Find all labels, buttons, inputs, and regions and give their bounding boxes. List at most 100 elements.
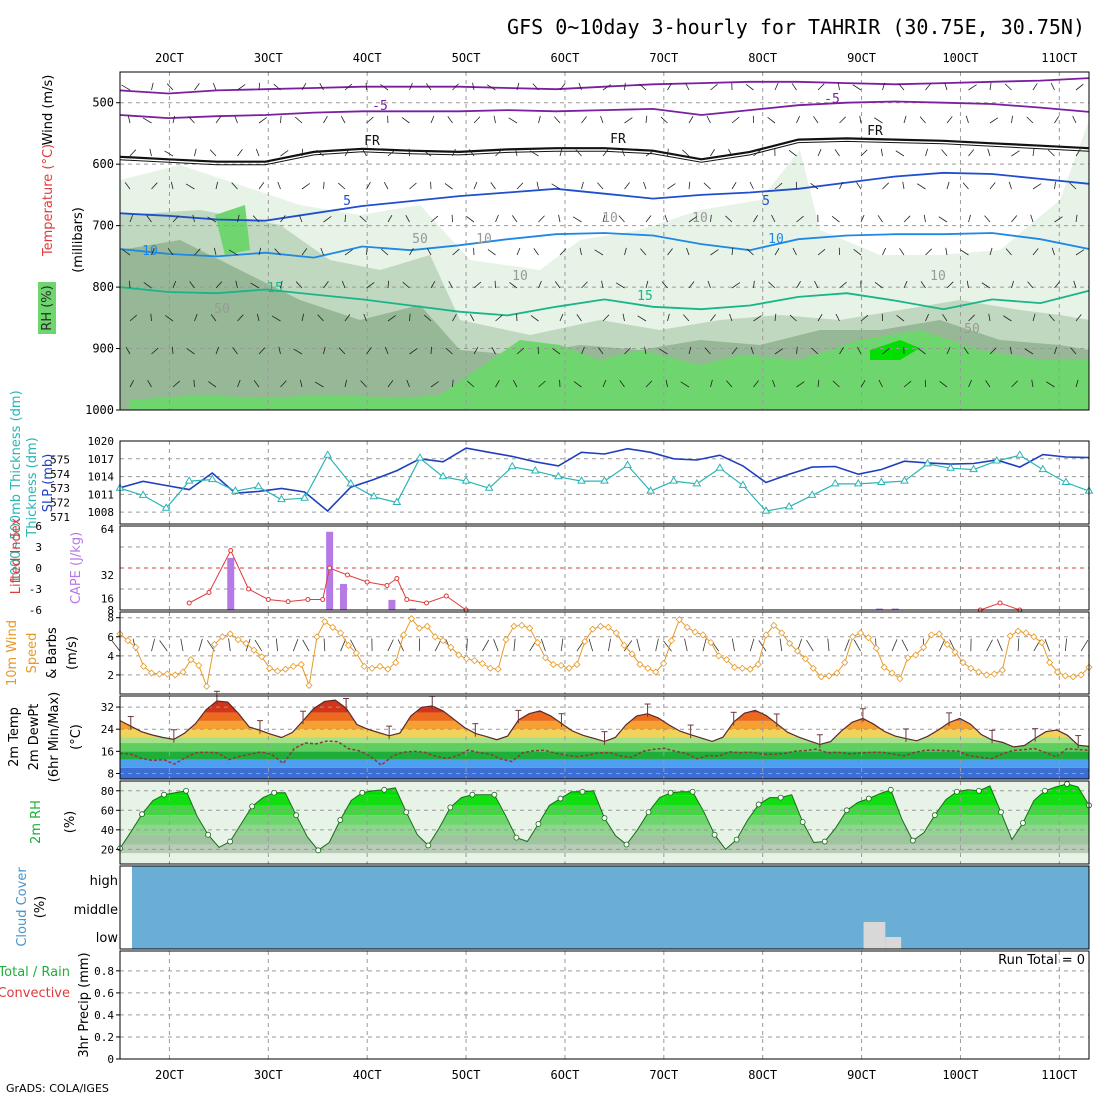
wind-barb xyxy=(796,346,798,355)
wind-barb xyxy=(602,379,607,388)
wind-speed-point xyxy=(565,664,573,672)
wind-barb xyxy=(667,248,673,256)
wind-barb xyxy=(618,215,625,223)
wind-speed-point xyxy=(628,650,636,658)
wind-speed-point xyxy=(140,662,148,670)
wind-barb xyxy=(796,115,800,124)
wind-barb xyxy=(575,149,582,157)
li-tick-label: 0 xyxy=(35,562,42,575)
wind10m-speed-label: Speed xyxy=(25,633,40,674)
wind10m-unit-label: (m/s) xyxy=(65,636,80,670)
thickness-point xyxy=(507,461,517,470)
wind-speed-point xyxy=(998,666,1006,674)
wind-barb xyxy=(146,215,152,223)
rh-point xyxy=(139,811,145,818)
wind-barb xyxy=(600,115,604,124)
wind-barb xyxy=(366,347,372,355)
wind-barb xyxy=(1008,181,1012,190)
wind-barb xyxy=(663,640,672,652)
cloud-unit-label: (%) xyxy=(33,896,48,919)
contour-label: -5 xyxy=(372,99,388,114)
wind-barb xyxy=(903,115,907,124)
slp-tick-label: 1014 xyxy=(88,471,115,484)
wind-barb xyxy=(298,214,303,223)
wind-speed-point xyxy=(1014,627,1022,635)
wind-barb xyxy=(150,313,152,322)
wind-barb xyxy=(559,83,566,91)
wind-barb xyxy=(452,248,460,256)
wind-speed-point xyxy=(203,682,211,690)
wind-barb xyxy=(381,248,389,256)
wind-speed-point xyxy=(360,662,368,670)
wind-barb xyxy=(551,183,561,190)
wind-barb xyxy=(989,117,999,124)
wind-barb xyxy=(280,280,283,289)
cloud-cover-panel: high middle low Cloud Cover (%) xyxy=(15,865,1090,950)
rh2m-panel: 20 40 60 80 2m RH (%) xyxy=(29,780,1092,865)
wind-barb xyxy=(710,249,719,256)
wind-speed-point xyxy=(738,664,746,672)
y-tick-label: 4 xyxy=(107,650,114,663)
thickness-point xyxy=(646,486,656,494)
wind-barb xyxy=(655,638,659,652)
wind-speed-point xyxy=(770,621,778,629)
rh-point xyxy=(293,812,300,819)
panel-frame xyxy=(119,780,1090,865)
wind-barb xyxy=(949,639,956,652)
thickness-point xyxy=(577,476,586,484)
wind-barb xyxy=(753,280,755,289)
wind-speed-point xyxy=(1061,672,1069,680)
wind-speed-point xyxy=(1069,673,1077,681)
contour-label: 10 xyxy=(512,269,528,284)
wind-barb xyxy=(1011,150,1020,157)
wind-barb xyxy=(774,313,777,322)
rh-legend-swatch xyxy=(38,282,56,334)
wind-barb xyxy=(966,280,969,289)
wind-speed-point xyxy=(124,637,132,645)
y-tick-label: 6 xyxy=(107,631,114,644)
wind-barb xyxy=(891,639,898,652)
wind-barb xyxy=(495,149,502,157)
thickness-point xyxy=(553,471,563,480)
wind-barb xyxy=(572,216,582,223)
wind-barb xyxy=(344,148,350,157)
rh-point xyxy=(337,817,344,823)
wind-barb xyxy=(151,247,155,256)
lifted-index-point xyxy=(327,565,333,571)
wind-speed-point xyxy=(541,654,549,662)
wind-barb xyxy=(215,281,223,289)
x-tick-label-bottom: 7OCT xyxy=(649,1068,678,1082)
wind-barb xyxy=(495,314,503,322)
wind-barb xyxy=(1054,181,1056,190)
wind-barb xyxy=(667,148,669,157)
wind-barb xyxy=(987,148,991,157)
wind-barb xyxy=(536,181,539,190)
wind-speed-point xyxy=(549,660,557,669)
wind-barb xyxy=(814,280,819,289)
wind-barb xyxy=(725,215,733,223)
isotherm-FR-double xyxy=(119,140,1090,166)
rh-point xyxy=(799,819,806,825)
wind-barb xyxy=(280,380,287,388)
wind-barb xyxy=(151,182,158,190)
wind-barb xyxy=(624,182,630,190)
contour-label: 5 xyxy=(343,194,351,209)
contour-label: FR xyxy=(867,124,883,139)
wind-speed-point xyxy=(510,622,518,630)
y-tick-label: 16 xyxy=(101,745,114,758)
wind-speed-point xyxy=(644,664,652,672)
rh-point xyxy=(403,809,410,816)
wind-barb xyxy=(387,149,396,157)
wind-speed-point xyxy=(912,651,920,659)
wind-label: Wind (m/s) xyxy=(41,75,56,146)
wind-barb xyxy=(688,216,698,223)
wind-barb xyxy=(1017,638,1020,652)
wind-barb xyxy=(301,248,308,256)
wind-barb xyxy=(194,313,198,322)
wind-speed-point xyxy=(1038,638,1046,647)
wind-barb xyxy=(880,148,883,157)
wind-barb xyxy=(988,313,991,322)
wind-speed-point xyxy=(825,672,833,680)
wind-speed-point xyxy=(1053,668,1062,676)
wind-barb xyxy=(640,248,647,256)
